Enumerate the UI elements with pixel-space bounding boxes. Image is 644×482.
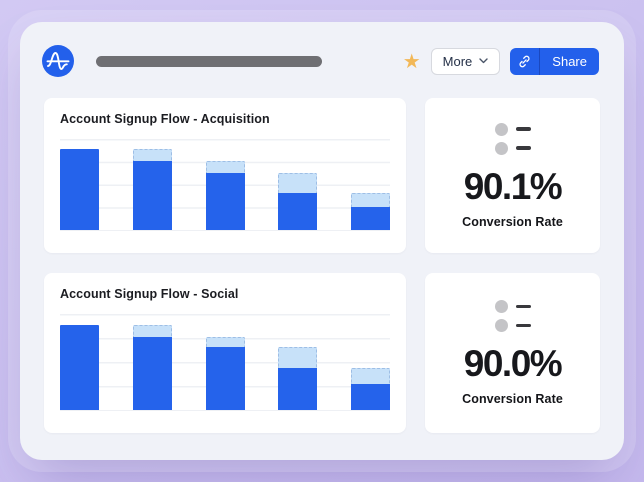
funnel-bar-entered-segment — [132, 324, 172, 337]
legend-row — [494, 300, 531, 313]
funnel-bar-entered-segment — [278, 346, 318, 369]
funnel-bar — [351, 314, 390, 410]
stat-panel-social[interactable]: 90.0% Conversion Rate — [425, 273, 600, 433]
amplitude-logo-icon — [42, 45, 74, 77]
more-button[interactable]: More — [430, 47, 501, 75]
legend-placeholder — [494, 300, 531, 332]
copy-link-segment[interactable] — [510, 48, 539, 75]
funnel-bar — [132, 314, 172, 410]
funnel-bar — [278, 139, 318, 230]
legend-dot-icon — [494, 122, 508, 136]
legend-row — [494, 122, 531, 136]
card-header: ★ More — [20, 22, 624, 94]
funnel-chart-panel-acquisition[interactable]: Account Signup Flow - Acquisition — [44, 98, 406, 253]
funnel-bar-converted-segment — [351, 383, 390, 410]
funnel-bar-entered-segment — [205, 336, 245, 347]
funnel-bar-converted-segment — [132, 161, 172, 230]
funnel-bar-converted-segment — [60, 149, 99, 230]
conversion-rate-label: Conversion Rate — [462, 392, 563, 406]
funnel-bar-converted-segment — [205, 172, 245, 230]
legend-placeholder — [494, 122, 531, 155]
funnel-bar-converted-segment — [278, 368, 318, 410]
funnel-chart-panel-social[interactable]: Account Signup Flow - Social — [44, 273, 406, 433]
funnel-chart — [60, 139, 390, 231]
legend-dot-icon — [494, 319, 508, 332]
funnel-bar — [132, 139, 172, 230]
dashboard-card: ★ More — [20, 22, 624, 460]
chevron-down-icon — [479, 58, 488, 64]
legend-dash-placeholder — [515, 146, 531, 150]
title-placeholder-bar — [96, 55, 322, 67]
conversion-rate-value: 90.1% — [463, 165, 563, 207]
funnel-chart — [60, 314, 390, 411]
legend-dot-icon — [494, 300, 508, 313]
funnel-bar-converted-segment — [351, 207, 390, 230]
conversion-rate-value: 90.0% — [463, 343, 563, 384]
funnel-bar-entered-segment — [132, 149, 172, 162]
funnel-bar-converted-segment — [60, 324, 99, 410]
funnel-bar — [205, 314, 245, 410]
star-icon[interactable]: ★ — [402, 49, 421, 73]
header-actions: ★ More — [402, 47, 599, 75]
legend-dot-icon — [494, 141, 508, 155]
link-icon — [519, 55, 530, 67]
legend-dash-placeholder — [515, 323, 531, 328]
legend-row — [494, 319, 531, 332]
funnel-bar — [60, 139, 99, 230]
funnel-bar — [278, 314, 318, 410]
funnel-bar-converted-segment — [132, 336, 172, 410]
share-button-label[interactable]: Share — [539, 47, 599, 75]
stat-panel-acquisition[interactable]: 90.1% Conversion Rate — [425, 98, 600, 253]
legend-row — [494, 141, 531, 155]
chart-title: Account Signup Flow - Social — [60, 287, 239, 301]
funnel-bar-entered-segment — [351, 368, 390, 384]
funnel-bar — [60, 314, 99, 410]
legend-dash-placeholder — [515, 304, 531, 309]
conversion-rate-label: Conversion Rate — [462, 214, 563, 229]
share-button[interactable]: Share — [510, 47, 599, 75]
panel-grid: Account Signup Flow - Acquisition 90.1% … — [20, 94, 624, 433]
chart-title: Account Signup Flow - Acquisition — [60, 112, 270, 126]
funnel-bar — [351, 139, 390, 230]
funnel-bar — [205, 139, 245, 230]
funnel-bar-entered-segment — [351, 192, 390, 208]
more-button-label: More — [442, 53, 473, 69]
funnel-bar-converted-segment — [278, 192, 318, 230]
funnel-bar-entered-segment — [205, 161, 245, 173]
funnel-bar-entered-segment — [278, 172, 318, 193]
funnel-bar-converted-segment — [205, 346, 245, 410]
legend-dash-placeholder — [515, 127, 531, 131]
